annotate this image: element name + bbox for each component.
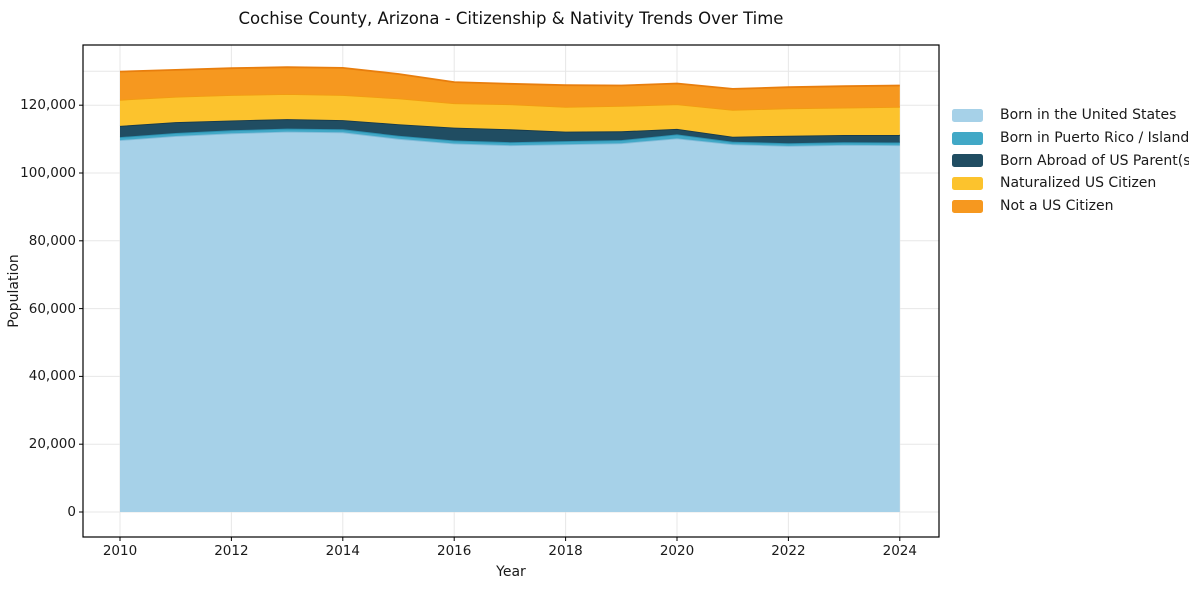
x-tick-label: 2014 <box>325 543 360 559</box>
legend-item: Not a US Citizen <box>952 195 1189 218</box>
area-born-abroad-of-us-parent-s- <box>120 119 900 144</box>
legend-item-label: Born in the United States <box>1000 107 1177 124</box>
y-tick-label: 0 <box>67 504 76 520</box>
legend-item-label: Naturalized US Citizen <box>1000 175 1157 192</box>
x-tick-label: 2022 <box>771 543 806 559</box>
x-tick-label: 2010 <box>102 543 138 559</box>
legend-item: Born in the United States <box>952 104 1189 127</box>
legend-swatch-icon <box>952 176 983 190</box>
x-tick-label: 2024 <box>882 543 917 559</box>
chart-title: Cochise County, Arizona - Citizenship & … <box>238 9 784 28</box>
legend-swatch-icon <box>952 108 983 122</box>
y-tick-label: 20,000 <box>28 436 76 453</box>
y-tick-label: 100,000 <box>20 165 76 181</box>
x-tick-label: 2012 <box>214 543 249 559</box>
legend-item: Born Abroad of US Parent(s) <box>952 149 1189 172</box>
x-axis-label: Year <box>496 564 526 580</box>
area-born-in-the-united-states <box>120 131 900 512</box>
legend-item: Born in Puerto Rico / Islands <box>952 127 1189 150</box>
legend-swatch-icon <box>952 131 983 145</box>
chart-legend: Born in the United States Born in Puerto … <box>952 104 1189 217</box>
area-naturalized-us-citizen <box>120 94 900 137</box>
legend-item: Naturalized US Citizen <box>952 172 1189 195</box>
legend-item-label: Not a US Citizen <box>1000 198 1114 215</box>
area-edge <box>119 66 900 90</box>
legend-swatch-icon <box>952 199 983 213</box>
legend-swatch-icon <box>952 154 983 168</box>
legend-item-label: Born Abroad of US Parent(s) <box>1000 152 1189 169</box>
legend-item-label: Born in Puerto Rico / Islands <box>1000 130 1189 147</box>
y-axis-label: Population <box>6 254 22 328</box>
x-tick-label: 2018 <box>548 543 583 559</box>
y-tick-label: 40,000 <box>28 368 76 385</box>
x-tick-label: 2020 <box>659 543 695 559</box>
plot-border <box>82 44 940 538</box>
x-tick-label: 2016 <box>437 543 472 559</box>
y-tick-label: 60,000 <box>28 300 76 317</box>
y-tick-label: 80,000 <box>28 232 76 249</box>
y-tick-label: 120,000 <box>20 97 76 114</box>
area-not-a-us-citizen <box>120 67 900 110</box>
